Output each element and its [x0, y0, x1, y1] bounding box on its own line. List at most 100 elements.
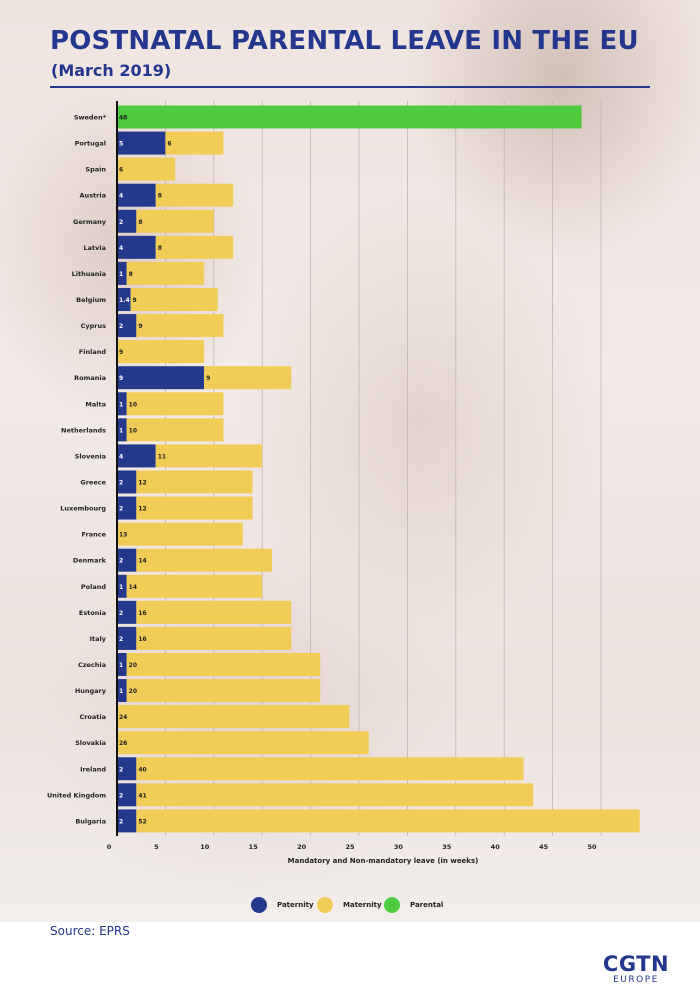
value-label-maternity-portugal: 6 [167, 141, 171, 148]
value-label-maternity-malta: 10 [129, 401, 137, 408]
bar-maternity-estonia [136, 600, 292, 624]
value-label-paternity-hungary: 1 [119, 688, 123, 695]
bar-maternity-cyprus [136, 314, 224, 338]
bar-maternity-poland [126, 574, 263, 598]
value-label-maternity-slovakia: 26 [119, 740, 127, 747]
value-label-maternity-hungary: 20 [129, 688, 137, 695]
value-label-maternity-bulgaria: 52 [138, 818, 146, 825]
x-tick-label-5: 5 [154, 843, 159, 851]
bar-maternity-belgium [130, 287, 218, 311]
value-label-paternity-cyprus: 2 [119, 323, 123, 330]
category-label-slovakia: Slovakia [75, 739, 106, 747]
value-label-paternity-bulgaria: 2 [119, 818, 123, 825]
value-label-parental-sweden: 48 [119, 115, 127, 122]
value-label-paternity-romania: 9 [119, 375, 123, 382]
bar-paternity-romania [117, 366, 205, 390]
category-label-sweden: Sweden* [74, 114, 107, 122]
category-label-czechia: Czechia [78, 661, 106, 669]
category-label-finland: Finland [79, 348, 107, 356]
cgtn-europe-logo: CGTN EUROPE [600, 953, 672, 986]
category-label-malta: Malta [85, 400, 106, 408]
legend-label-parental: Parental [410, 901, 444, 909]
category-label-italy: Italy [90, 635, 107, 643]
legend-swatch-maternity [317, 897, 333, 913]
value-label-maternity-ireland: 40 [138, 766, 146, 773]
value-label-paternity-united-kingdom: 2 [119, 792, 123, 799]
bar-maternity-spain [117, 157, 176, 181]
bar-maternity-slovakia [117, 731, 369, 755]
value-label-paternity-germany: 2 [119, 219, 123, 226]
bar-paternity-estonia [117, 600, 137, 624]
value-label-paternity-greece: 2 [119, 479, 123, 486]
value-label-paternity-portugal: 5 [119, 141, 123, 148]
value-label-maternity-netherlands: 10 [129, 427, 137, 434]
title-divider [50, 86, 650, 88]
page-subtitle: (March 2019) [51, 61, 172, 80]
value-label-maternity-spain: 6 [119, 167, 123, 174]
value-label-paternity-belgium: 1.4 [119, 297, 130, 304]
value-label-paternity-austria: 4 [119, 193, 123, 200]
x-tick-label-40: 40 [491, 843, 501, 851]
value-label-paternity-poland: 1 [119, 584, 123, 591]
bar-maternity-bulgaria [136, 809, 640, 833]
x-tick-label-35: 35 [442, 843, 452, 851]
bar-maternity-italy [136, 626, 292, 650]
value-label-paternity-latvia: 4 [119, 245, 123, 252]
bar-paternity-malta [117, 392, 127, 416]
x-tick-label-30: 30 [394, 843, 404, 851]
value-label-paternity-malta: 1 [119, 401, 123, 408]
legend-item-parental: Parental [384, 896, 443, 914]
bar-maternity-romania [204, 366, 292, 390]
value-label-maternity-luxembourg: 12 [138, 506, 146, 513]
category-label-lithuania: Lithuania [72, 270, 106, 278]
x-axis-title: Mandatory and Non-mandatory leave (in we… [288, 857, 479, 865]
value-label-paternity-slovenia: 4 [119, 453, 123, 460]
bar-paternity-czechia [117, 652, 127, 676]
value-label-maternity-croatia: 24 [119, 714, 127, 721]
legend-swatch-paternity [251, 897, 267, 913]
bar-maternity-denmark [136, 548, 272, 572]
category-label-united-kingdom: United Kingdom [47, 791, 106, 799]
bar-maternity-netherlands [126, 418, 224, 442]
category-label-belgium: Belgium [76, 296, 106, 304]
bar-maternity-czechia [126, 652, 321, 676]
legend-item-paternity: Paternity [251, 896, 314, 914]
x-tick-label-0: 0 [107, 843, 112, 851]
bar-maternity-malta [126, 392, 224, 416]
bar-paternity-belgium [117, 287, 131, 311]
bar-paternity-portugal [117, 131, 166, 155]
bar-maternity-greece [136, 470, 253, 494]
category-label-romania: Romania [74, 374, 106, 382]
category-label-ireland: Ireland [80, 765, 106, 773]
category-label-bulgaria: Bulgaria [75, 817, 106, 825]
x-tick-label-25: 25 [345, 843, 355, 851]
value-label-paternity-netherlands: 1 [119, 427, 123, 434]
legend-swatch-parental [384, 897, 400, 913]
category-label-greece: Greece [80, 478, 106, 486]
bar-maternity-france [117, 522, 243, 546]
category-label-slovenia: Slovenia [75, 452, 106, 460]
bar-paternity-poland [117, 574, 127, 598]
bar-paternity-hungary [117, 679, 127, 703]
bar-paternity-italy [117, 626, 137, 650]
category-label-latvia: Latvia [84, 244, 107, 252]
category-label-denmark: Denmark [73, 557, 107, 565]
value-label-paternity-lithuania: 1 [119, 271, 123, 278]
category-label-france: France [81, 531, 106, 539]
value-label-maternity-latvia: 8 [158, 245, 162, 252]
category-label-netherlands: Netherlands [61, 426, 106, 434]
bar-parental-sweden [117, 105, 582, 129]
bar-paternity-bulgaria [117, 809, 137, 833]
category-label-austria: Austria [80, 192, 106, 200]
logo-subtitle: EUROPE [613, 975, 659, 985]
x-tick-label-15: 15 [249, 843, 259, 851]
bar-maternity-germany [136, 209, 214, 233]
bar-maternity-portugal [165, 131, 224, 155]
bar-maternity-austria [155, 183, 234, 207]
value-label-paternity-czechia: 1 [119, 662, 123, 669]
value-label-maternity-united-kingdom: 41 [138, 792, 146, 799]
value-label-maternity-slovenia: 11 [158, 453, 166, 460]
value-label-maternity-finland: 9 [119, 349, 123, 356]
bar-paternity-denmark [117, 548, 137, 572]
